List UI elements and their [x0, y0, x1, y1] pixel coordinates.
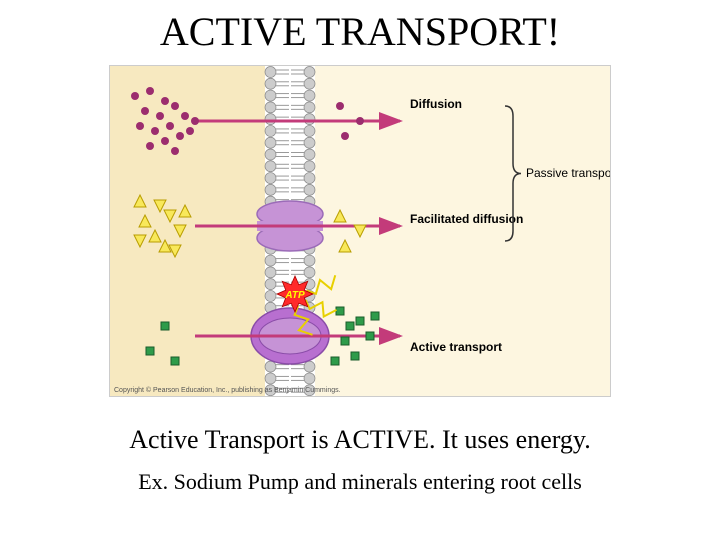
diffusion-label: Diffusion: [410, 97, 462, 111]
caption-line-1: Active Transport is ACTIVE. It uses ener…: [0, 425, 720, 455]
copyright-text: Copyright © Pearson Education, Inc., pub…: [114, 386, 341, 394]
page-title: ACTIVE TRANSPORT!: [0, 8, 720, 55]
passive-label: Passive transport: [526, 166, 610, 180]
facilitated-label: Facilitated diffusion: [410, 212, 523, 226]
transport-diagram: ATP Diffusion Facilitated diffusion Active …: [109, 65, 611, 397]
active-label: Active transport: [410, 340, 502, 354]
atp-label: ATP: [284, 290, 305, 301]
caption-line-2: Ex. Sodium Pump and minerals entering ro…: [0, 469, 720, 495]
